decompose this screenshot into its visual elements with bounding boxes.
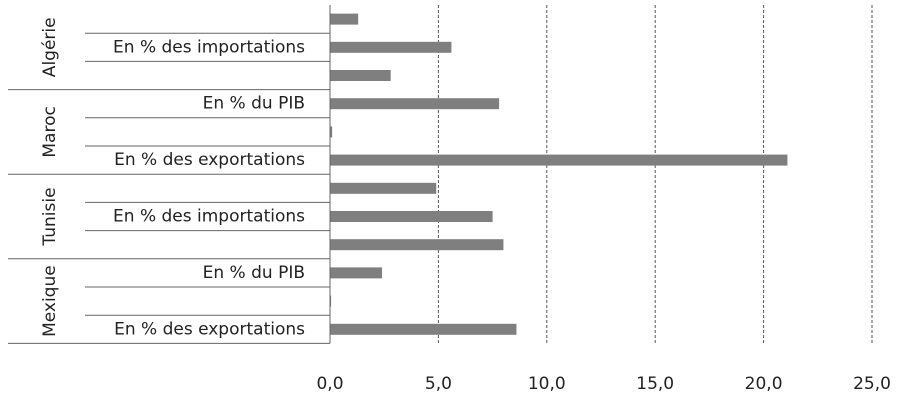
x-tick-label: 20,0 — [745, 374, 783, 394]
x-tick-label: 5,0 — [425, 374, 452, 394]
bar — [330, 182, 437, 194]
bar — [330, 154, 788, 166]
x-tick-label: 15,0 — [636, 374, 674, 394]
x-tick-label: 25,0 — [853, 374, 891, 394]
bar — [330, 295, 332, 307]
bar — [330, 13, 359, 25]
y-tick-label: En % du PIB — [203, 263, 305, 283]
bar — [330, 267, 383, 279]
group-label: Algérie — [40, 17, 60, 77]
bar — [330, 239, 504, 251]
bar — [330, 70, 391, 81]
bar — [330, 211, 493, 222]
group-label: Tunisie — [40, 187, 60, 246]
bar — [330, 98, 500, 110]
x-tick-label: 0,0 — [316, 374, 343, 394]
bar — [330, 41, 452, 53]
group-label: Maroc — [40, 106, 60, 157]
y-tick-label: En % des importations — [113, 207, 305, 227]
y-tick-label: En % des importations — [113, 37, 305, 57]
y-tick-label: En % des exportations — [114, 319, 305, 339]
bar — [330, 126, 333, 138]
x-tick-label: 10,0 — [528, 374, 566, 394]
y-tick-label: En % des exportations — [114, 150, 305, 170]
bar — [330, 323, 517, 335]
group-label: Mexique — [40, 265, 60, 337]
y-tick-label: En % du PIB — [203, 94, 305, 114]
